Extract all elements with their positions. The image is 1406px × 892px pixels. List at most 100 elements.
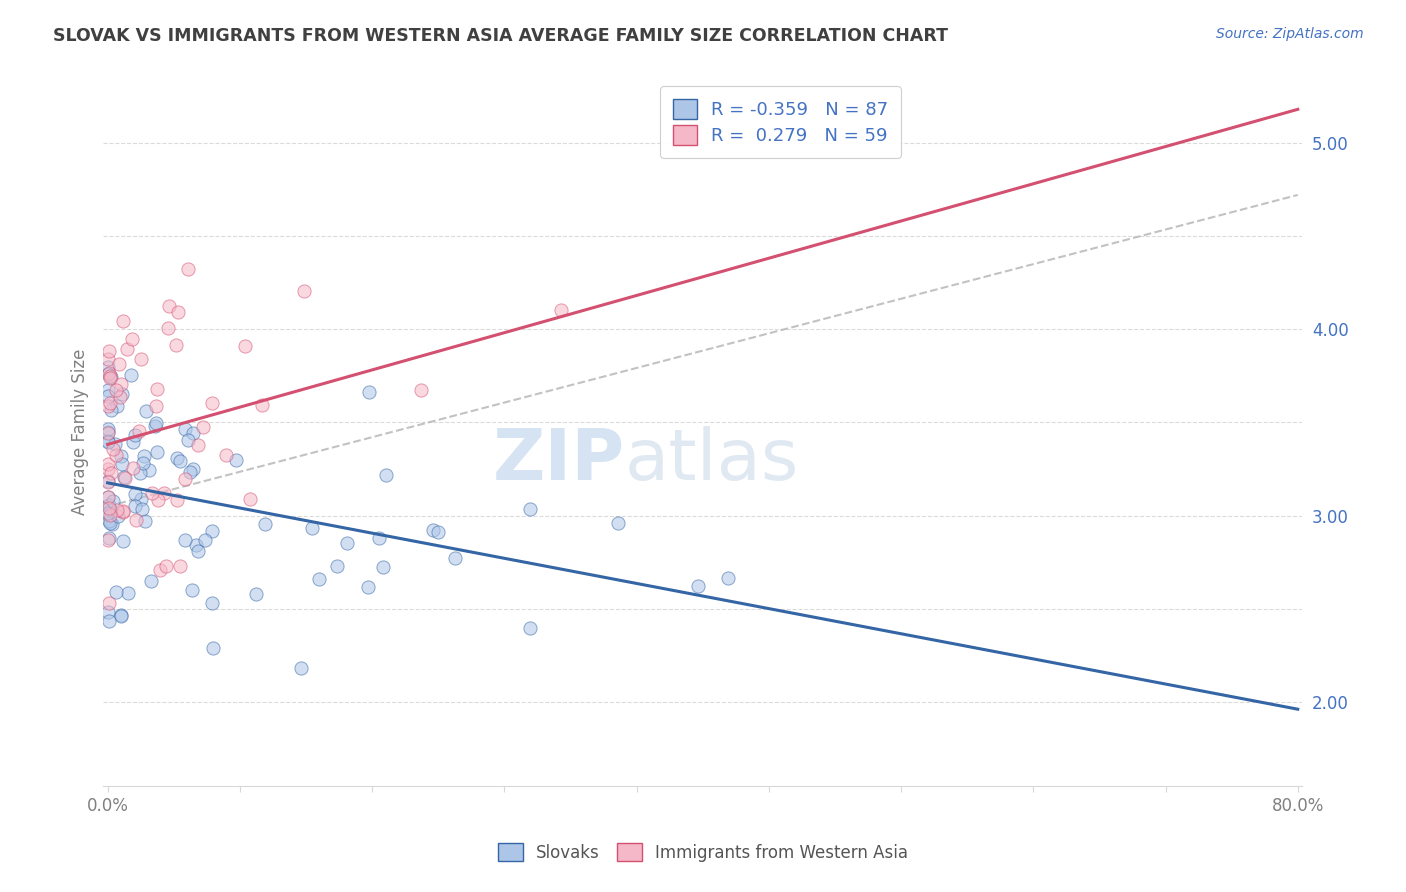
Point xyxy=(181,426,204,441)
Point xyxy=(157,321,180,335)
Text: ZIP: ZIP xyxy=(492,425,624,495)
Point xyxy=(97,614,120,628)
Point xyxy=(336,536,359,550)
Point xyxy=(187,544,209,558)
Point xyxy=(688,579,710,593)
Point xyxy=(121,332,143,346)
Point xyxy=(145,417,167,431)
Point xyxy=(100,370,122,384)
Point xyxy=(122,435,145,450)
Point xyxy=(97,399,120,413)
Point xyxy=(176,434,198,448)
Point xyxy=(519,502,541,516)
Point xyxy=(98,369,121,384)
Point xyxy=(157,299,180,313)
Point xyxy=(124,513,146,527)
Point xyxy=(97,366,120,380)
Point xyxy=(187,438,209,452)
Point xyxy=(173,472,195,486)
Point xyxy=(607,516,630,530)
Point xyxy=(166,450,188,465)
Point xyxy=(97,490,120,504)
Point xyxy=(124,487,146,501)
Point xyxy=(98,532,121,546)
Point xyxy=(128,425,150,439)
Point xyxy=(105,503,128,517)
Point xyxy=(141,485,163,500)
Point xyxy=(97,533,120,548)
Point xyxy=(146,492,169,507)
Point xyxy=(97,475,120,489)
Text: SLOVAK VS IMMIGRANTS FROM WESTERN ASIA AVERAGE FAMILY SIZE CORRELATION CHART: SLOVAK VS IMMIGRANTS FROM WESTERN ASIA A… xyxy=(53,27,949,45)
Point xyxy=(98,396,121,410)
Point xyxy=(114,471,136,485)
Point xyxy=(97,422,120,436)
Point xyxy=(357,580,380,594)
Point xyxy=(138,463,160,477)
Point xyxy=(233,339,256,353)
Point xyxy=(129,466,152,480)
Point xyxy=(155,558,177,573)
Point xyxy=(97,500,120,515)
Point xyxy=(97,389,120,403)
Point xyxy=(97,352,120,367)
Point xyxy=(166,493,188,508)
Point xyxy=(112,470,135,484)
Point xyxy=(245,587,267,601)
Point xyxy=(181,583,204,598)
Point xyxy=(519,621,541,635)
Point xyxy=(301,521,323,535)
Point xyxy=(108,358,131,372)
Point xyxy=(115,342,138,356)
Point xyxy=(132,450,155,464)
Point xyxy=(100,467,122,481)
Point xyxy=(290,661,312,675)
Point xyxy=(202,641,225,656)
Point xyxy=(146,383,169,397)
Point xyxy=(100,403,122,417)
Point xyxy=(179,465,201,479)
Legend: R = -0.359   N = 87, R =  0.279   N = 59: R = -0.359 N = 87, R = 0.279 N = 59 xyxy=(661,87,901,158)
Point xyxy=(368,531,391,545)
Point xyxy=(97,490,120,504)
Point xyxy=(215,448,238,462)
Point xyxy=(292,284,315,298)
Point xyxy=(143,418,166,433)
Point xyxy=(166,305,188,319)
Point xyxy=(169,559,191,574)
Point xyxy=(201,524,224,538)
Point xyxy=(97,605,120,619)
Point xyxy=(98,516,121,530)
Point xyxy=(409,384,432,398)
Point xyxy=(169,454,191,468)
Y-axis label: Average Family Size: Average Family Size xyxy=(72,349,89,515)
Point xyxy=(112,314,135,328)
Point xyxy=(97,458,120,472)
Point xyxy=(427,525,450,540)
Point xyxy=(112,533,135,548)
Point xyxy=(122,460,145,475)
Point xyxy=(131,502,153,516)
Point xyxy=(239,491,262,506)
Point xyxy=(120,368,142,383)
Point xyxy=(141,574,163,588)
Point xyxy=(105,399,128,413)
Point xyxy=(194,533,217,548)
Point xyxy=(98,514,121,528)
Point xyxy=(252,398,274,412)
Point xyxy=(110,607,132,622)
Point xyxy=(200,395,222,409)
Point xyxy=(359,384,381,399)
Point xyxy=(117,586,139,600)
Point xyxy=(97,435,120,450)
Point xyxy=(104,384,127,398)
Point xyxy=(111,505,134,519)
Point xyxy=(97,461,120,475)
Point xyxy=(176,261,198,276)
Point xyxy=(326,558,349,573)
Point xyxy=(308,572,330,586)
Point xyxy=(110,609,132,624)
Point xyxy=(181,462,204,476)
Point xyxy=(129,352,152,367)
Point xyxy=(153,486,176,500)
